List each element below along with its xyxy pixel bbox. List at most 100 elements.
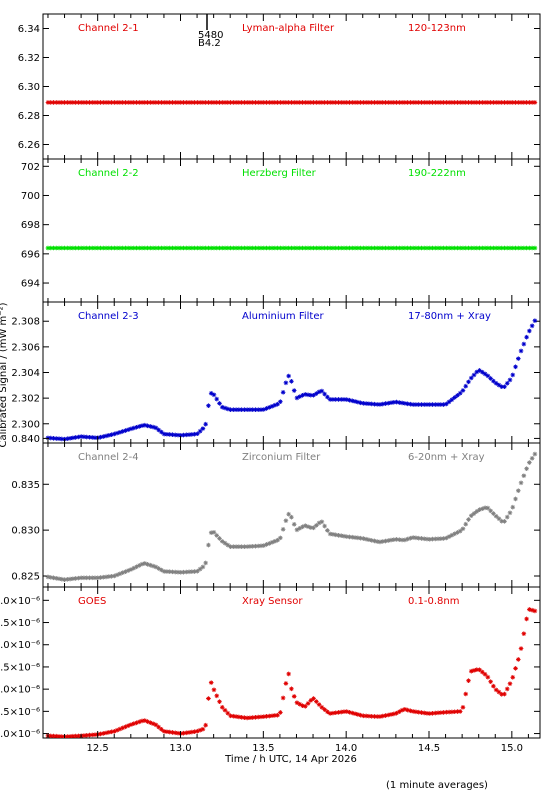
data-point [457,100,463,105]
data-point [308,245,314,251]
data-point [70,245,76,251]
data-point [286,511,291,517]
data-point [178,245,184,251]
data-point [139,561,145,567]
data-point [477,245,482,251]
data-point [231,245,236,251]
data-point [161,569,167,574]
data-point [330,245,336,251]
data-point [76,575,81,581]
data-point [184,245,189,251]
data-point [264,245,269,251]
data-point [383,401,388,406]
data-point [521,245,527,251]
data-point [275,537,280,543]
data-point [358,535,363,541]
data-point [410,535,416,540]
panel-5: 3.0×10⁻⁶ 3.5×10⁻⁶ 4.0×10⁻⁶ 4.5×10⁻⁶ 5.0×10⁻⁶… [0,586,541,740]
data-point [134,720,139,726]
data-point [394,537,399,542]
data-point [117,429,123,435]
data-point [264,100,269,105]
data-point [488,508,493,514]
data-point [305,701,311,706]
data-point [76,245,81,251]
data-point [291,100,297,105]
data-point [255,407,261,412]
data-point [59,576,65,582]
data-point [67,576,73,582]
y-tick-label: 5.0×10⁻⁶ [0,640,40,651]
panel-label: 120-123nm [408,23,466,34]
data-point [336,100,341,105]
data-point [244,715,250,721]
data-point [419,710,424,715]
data-point [444,100,449,105]
data-point [219,404,225,410]
data-point [460,100,466,105]
data-point [529,245,535,251]
data-point [186,730,192,735]
panel-4: 0.825 0.830 0.835 0.840 Channel 2-4 Zirconium… [11,434,541,588]
data-point [98,575,103,580]
data-point [474,369,480,375]
data-point [156,100,161,105]
data-point [294,527,300,533]
data-point [474,100,480,105]
data-point [405,401,410,407]
y-tick-label: 0.830 [11,526,40,537]
data-point [463,521,469,527]
data-point [510,100,516,105]
data-point [208,391,214,396]
data-point [452,531,457,537]
data-point [452,245,457,251]
data-point [167,569,173,575]
data-point [446,709,452,715]
data-point [195,728,200,734]
data-point [278,245,283,251]
data-point [51,436,56,441]
data-point [51,100,56,105]
data-point [73,435,78,440]
data-point [330,532,336,537]
data-point [441,402,446,407]
data-point [352,100,358,105]
data-point [524,334,529,340]
data-point [455,530,460,535]
data-point [397,400,402,405]
data-point [272,245,278,251]
data-point [358,712,363,718]
data-point [333,710,338,716]
data-point [482,505,488,511]
data-point [513,364,518,370]
data-point [112,728,117,734]
data-point [366,713,372,719]
data-point [87,732,92,738]
data-point [363,713,369,719]
data-point [233,544,239,549]
data-point [446,399,452,405]
data-point [327,711,333,716]
data-point [294,700,300,706]
data-point [446,534,452,539]
data-point [65,436,70,442]
data-point [480,100,485,105]
data-point [164,245,170,251]
data-point [432,100,438,105]
data-point [302,704,308,709]
data-point [244,544,250,549]
data-point [200,100,206,105]
data-point [84,245,90,251]
data-point [322,523,327,529]
x-tick-label: 12.5 [87,743,109,754]
data-point [377,100,383,105]
data-point [114,727,120,733]
data-point [131,565,137,571]
series-5 [45,607,538,738]
panel-label: Channel 2-4 [78,452,139,463]
data-point [184,730,189,736]
data-point [283,518,289,524]
data-point [269,713,275,719]
